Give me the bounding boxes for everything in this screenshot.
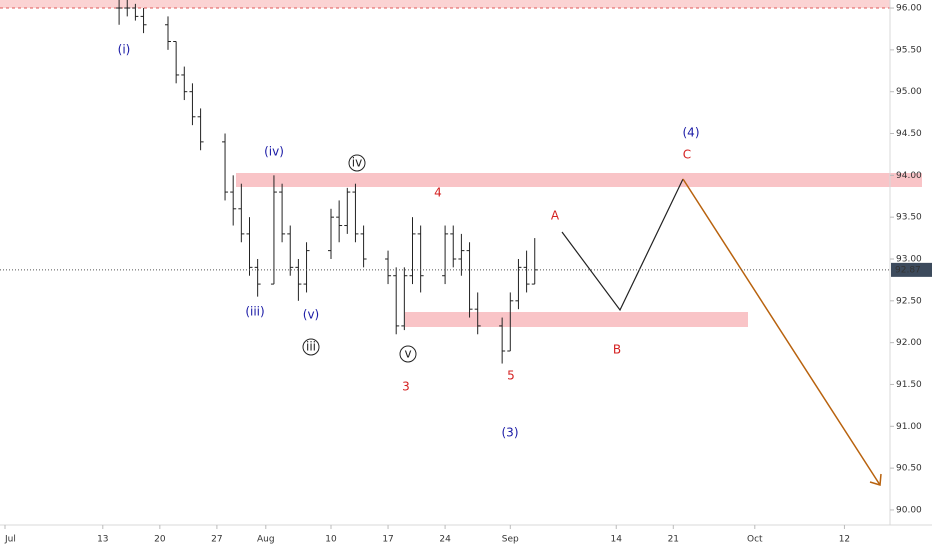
wave-label: (iii) — [245, 305, 264, 319]
wave-label: (4) — [683, 126, 700, 140]
wave-label: (i) — [118, 43, 131, 57]
wave-label: iv — [352, 156, 362, 170]
wave-label: B — [613, 343, 621, 357]
bars — [116, 0, 538, 364]
x-tick-label: 21 — [668, 535, 679, 545]
y-tick-label: 95.00 — [896, 87, 922, 97]
x-tick-label: Oct — [747, 535, 763, 545]
y-tick-label: 91.50 — [896, 380, 922, 390]
y-tick-label: 90.50 — [896, 464, 922, 474]
wave-label: v — [404, 347, 411, 361]
x-tick-label: 17 — [382, 535, 393, 545]
resistance-zone-top — [0, 0, 890, 8]
wave-label: A — [551, 209, 560, 223]
x-tick-label: 14 — [611, 535, 623, 545]
y-tick-label: 96.00 — [896, 4, 922, 14]
y-tick-label: 93.00 — [896, 254, 922, 264]
y-tick-label: 93.50 — [896, 213, 922, 223]
x-tick-label: 27 — [211, 535, 222, 545]
wave-circle — [399, 345, 417, 363]
wave-label: 4 — [434, 186, 442, 200]
x-tick-label: Jul — [4, 535, 16, 545]
arrow-head — [869, 473, 882, 486]
resistance-zone — [236, 173, 922, 187]
y-tick-label: 94.50 — [896, 129, 922, 139]
x-tick-label: 13 — [97, 535, 108, 545]
last-price-box — [891, 262, 932, 277]
y-tick-label: 90.00 — [896, 505, 922, 515]
wave-label: C — [683, 148, 691, 162]
wave-label: (3) — [502, 426, 519, 440]
support-zone — [405, 312, 748, 327]
wave-circle — [302, 338, 320, 356]
wave-circle — [348, 154, 366, 172]
y-tick-label: 94.00 — [896, 171, 922, 181]
y-tick-label: 95.50 — [896, 45, 922, 55]
wave-label: 5 — [507, 369, 515, 383]
x-tick-label: 10 — [325, 535, 337, 545]
x-tick-label: 24 — [439, 535, 451, 545]
x-tick-label: Sep — [502, 535, 519, 545]
y-tick-label: 91.00 — [896, 422, 922, 432]
x-tick-label: 20 — [154, 535, 166, 545]
y-tick-label: 92.00 — [896, 338, 922, 348]
projection-arrow — [682, 178, 881, 486]
wave-label: iii — [306, 340, 316, 354]
projection-path — [561, 178, 684, 312]
wave-label: (v) — [303, 308, 319, 322]
x-tick-label: Aug — [257, 535, 275, 545]
y-tick-label: 92.50 — [896, 296, 922, 306]
last-price-label: 92.87 — [895, 265, 921, 275]
wave-label: 3 — [402, 380, 410, 394]
x-tick-label: 12 — [839, 535, 850, 545]
wave-label: (iv) — [264, 145, 284, 159]
